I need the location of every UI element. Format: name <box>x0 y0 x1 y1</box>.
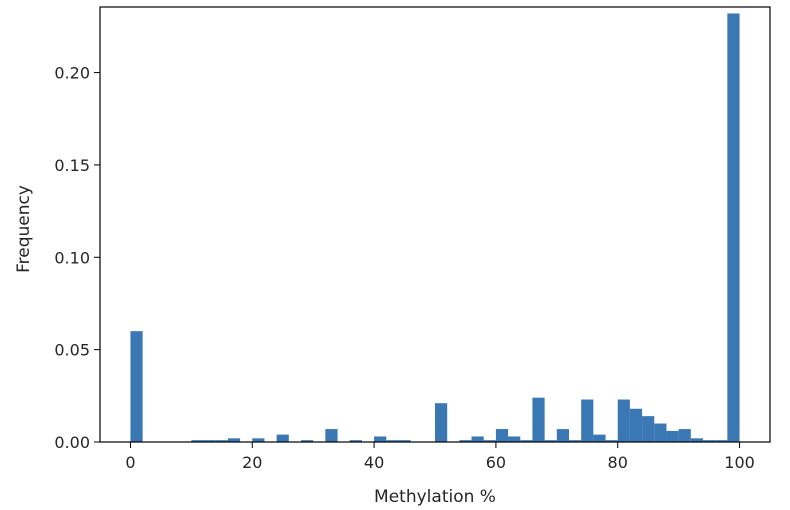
y-tick-label: 0.20 <box>54 64 90 83</box>
histogram-bar <box>483 440 496 442</box>
histogram-bar <box>325 429 338 442</box>
histogram-bar <box>215 440 228 442</box>
histogram-bar <box>252 438 265 442</box>
histogram-bar <box>703 440 716 442</box>
x-tick-label: 80 <box>608 453 628 472</box>
histogram-bar <box>556 429 569 442</box>
y-tick-label: 0.10 <box>54 248 90 267</box>
histogram-bar <box>495 429 509 442</box>
histogram-bar <box>301 440 314 442</box>
histogram-bar <box>642 416 655 442</box>
histogram-bar <box>532 397 545 442</box>
x-axis-label: Methylation % <box>374 487 496 507</box>
histogram-bar <box>727 13 740 443</box>
x-tick-label: 0 <box>125 453 135 472</box>
x-tick-label: 40 <box>364 453 384 472</box>
plot-frame <box>99 6 771 443</box>
histogram-bar <box>629 408 643 442</box>
histogram-bar <box>191 440 204 442</box>
histogram-bar <box>374 436 387 442</box>
y-axis: 0.00 0.05 0.10 0.15 0.20 <box>54 64 100 452</box>
histogram-bar <box>227 438 241 442</box>
histogram-bar <box>520 440 533 442</box>
x-axis: 0 20 40 60 80 100 <box>125 442 755 472</box>
histogram-bar <box>130 331 143 442</box>
x-tick-label: 20 <box>242 453 262 472</box>
histogram-bar <box>508 436 521 442</box>
histogram-bar <box>386 440 399 442</box>
y-tick-label: 0.00 <box>54 433 90 452</box>
histogram-bar <box>593 434 606 442</box>
histogram-bar <box>617 399 630 442</box>
histogram-bar <box>605 440 618 442</box>
histogram-bar <box>435 403 448 442</box>
y-axis-label: Frequency <box>14 185 34 273</box>
bars-group <box>130 13 740 443</box>
histogram-bar <box>715 440 728 442</box>
histogram-bar <box>678 429 691 442</box>
x-tick-label: 100 <box>724 453 755 472</box>
histogram-bar <box>203 440 216 442</box>
histogram-bar <box>349 440 362 442</box>
histogram-bar <box>471 436 484 442</box>
histogram-bar <box>581 399 594 442</box>
histogram-bar <box>654 423 667 442</box>
y-tick-label: 0.15 <box>54 156 90 175</box>
histogram-bar <box>666 430 679 442</box>
y-tick-label: 0.05 <box>54 341 90 360</box>
histogram-bar <box>569 440 582 442</box>
histogram-bar <box>276 434 289 442</box>
histogram-bar <box>544 440 557 442</box>
histogram-bar <box>459 440 472 442</box>
x-tick-label: 60 <box>486 453 506 472</box>
histogram-bar <box>690 438 703 442</box>
histogram-bar <box>398 440 411 442</box>
